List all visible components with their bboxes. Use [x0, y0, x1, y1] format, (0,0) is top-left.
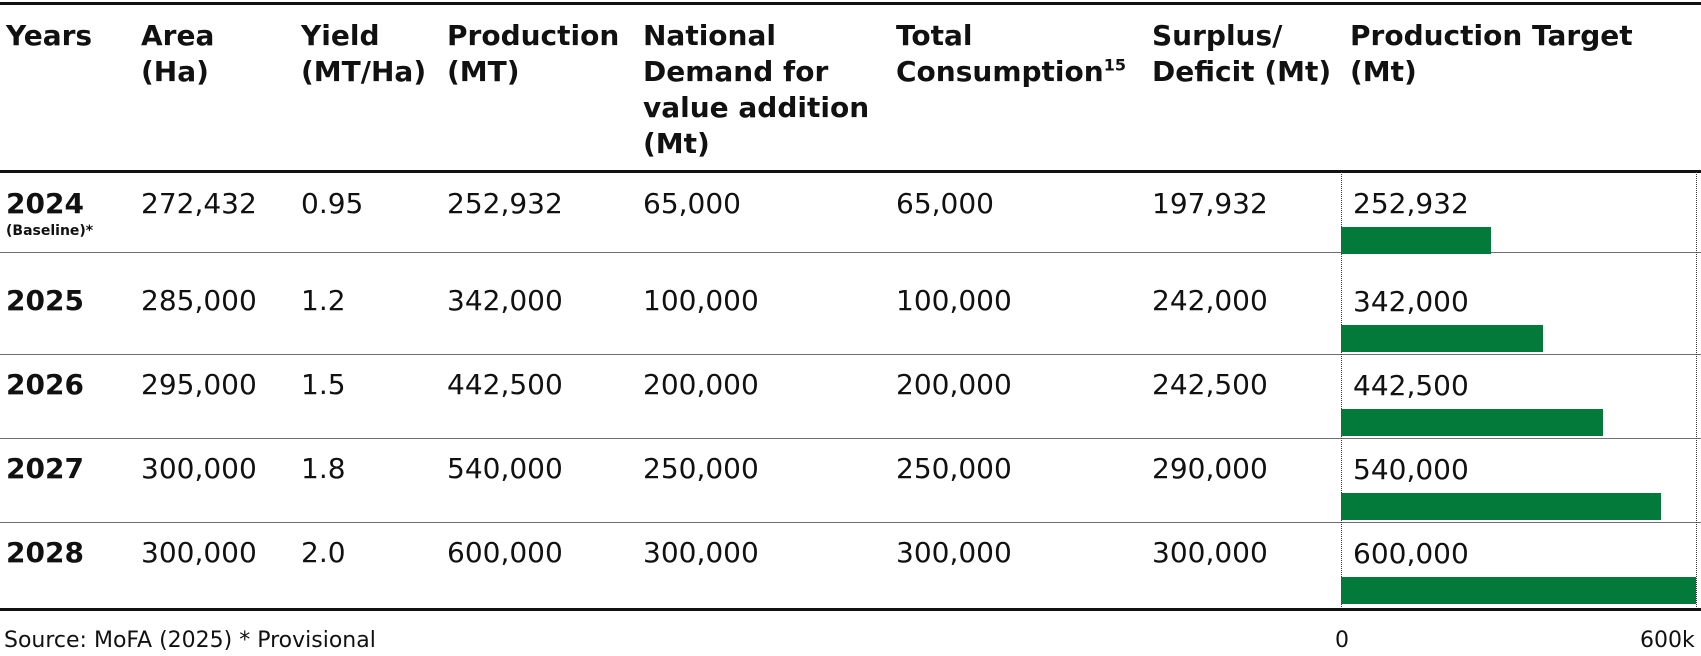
cell-consumption: 100,000 — [896, 284, 1012, 317]
row-separator — [0, 354, 1701, 355]
cell-surplus: 197,932 — [1152, 187, 1268, 220]
header-area: Area (Ha) — [141, 19, 215, 88]
production-target-bar — [1341, 325, 1543, 352]
cell-production: 252,932 — [447, 187, 563, 220]
cell-consumption: 65,000 — [896, 187, 994, 220]
footnote-marker: 15 — [1103, 55, 1126, 75]
cell-area: 300,000 — [141, 452, 257, 485]
cell-demand: 300,000 — [643, 536, 759, 569]
cell-yield: 1.5 — [301, 368, 346, 401]
axis-zero-line — [1341, 172, 1342, 609]
year-note: (Baseline)* — [6, 223, 94, 239]
table-row-year: 2024 — [6, 187, 84, 220]
table-row-year: 2027 — [6, 452, 84, 485]
table-row-year: 2026 — [6, 368, 84, 401]
production-target-bar — [1341, 227, 1491, 254]
header-surplus-deficit: Surplus/ Deficit (Mt) — [1152, 19, 1332, 88]
cell-yield: 1.2 — [301, 284, 346, 317]
cell-production: 540,000 — [447, 452, 563, 485]
header-total-consumption: Total Consumption15 — [896, 18, 1126, 90]
source-note: Source: MoFA (2025) * Provisional — [4, 628, 376, 653]
production-target-bar — [1341, 577, 1696, 604]
cell-surplus: 290,000 — [1152, 452, 1268, 485]
cell-area: 285,000 — [141, 284, 257, 317]
axis-tick-label: 600k — [1640, 628, 1695, 653]
bar-value-label: 540,000 — [1353, 453, 1469, 486]
header-bottom-rule — [0, 170, 1701, 173]
axis-max-line — [1696, 172, 1697, 609]
cell-yield: 0.95 — [301, 187, 364, 220]
cell-surplus: 242,000 — [1152, 284, 1268, 317]
row-separator — [0, 252, 1701, 253]
production-target-bar — [1341, 493, 1661, 520]
cell-production: 442,500 — [447, 368, 563, 401]
header-production-target: Production Target (Mt) — [1350, 19, 1633, 88]
table-top-rule — [0, 2, 1701, 5]
table-row-year: 2028 — [6, 536, 84, 569]
table-bottom-rule — [0, 608, 1701, 611]
row-separator — [0, 438, 1701, 439]
cell-production: 342,000 — [447, 284, 563, 317]
header-production: Production (MT) — [447, 19, 620, 88]
cell-area: 272,432 — [141, 187, 257, 220]
cell-area: 295,000 — [141, 368, 257, 401]
cell-consumption: 200,000 — [896, 368, 1012, 401]
bar-value-label: 600,000 — [1353, 537, 1469, 570]
cell-production: 600,000 — [447, 536, 563, 569]
cell-area: 300,000 — [141, 536, 257, 569]
table-row-year: 2025 — [6, 284, 84, 317]
header-national-demand: National Demand for value addition (Mt) — [643, 19, 870, 160]
cell-demand: 65,000 — [643, 187, 741, 220]
cell-consumption: 300,000 — [896, 536, 1012, 569]
production-target-bar — [1341, 409, 1603, 436]
cell-demand: 200,000 — [643, 368, 759, 401]
cell-surplus: 300,000 — [1152, 536, 1268, 569]
axis-tick-label: 0 — [1335, 628, 1349, 653]
cell-demand: 250,000 — [643, 452, 759, 485]
cell-yield: 2.0 — [301, 536, 346, 569]
bar-value-label: 442,500 — [1353, 369, 1469, 402]
cell-consumption: 250,000 — [896, 452, 1012, 485]
cell-yield: 1.8 — [301, 452, 346, 485]
header-total-consumption-label: Total Consumption — [896, 19, 1104, 88]
cell-demand: 100,000 — [643, 284, 759, 317]
bar-value-label: 252,932 — [1353, 187, 1469, 220]
header-yield: Yield (MT/Ha) — [301, 19, 427, 88]
row-separator — [0, 522, 1701, 523]
production-target-chart: 252,932 342,000 442,500 540,000 600,000 — [1341, 172, 1698, 609]
header-years: Years — [6, 19, 93, 52]
cell-surplus: 242,500 — [1152, 368, 1268, 401]
bar-value-label: 342,000 — [1353, 285, 1469, 318]
